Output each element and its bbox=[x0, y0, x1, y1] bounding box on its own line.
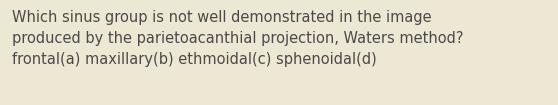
Text: Which sinus group is not well demonstrated in the image: Which sinus group is not well demonstrat… bbox=[12, 10, 432, 25]
Text: frontal(a) maxillary(b) ethmoidal(c) sphenoidal(d): frontal(a) maxillary(b) ethmoidal(c) sph… bbox=[12, 52, 377, 67]
Text: produced by the parietoacanthial projection, Waters method?: produced by the parietoacanthial project… bbox=[12, 31, 464, 46]
